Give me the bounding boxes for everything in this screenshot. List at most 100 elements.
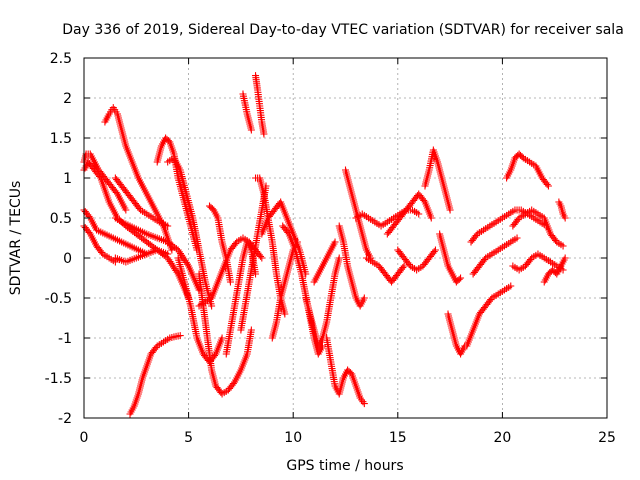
y-tick-label: 1 [63, 171, 72, 187]
chart-title: Day 336 of 2019, Sidereal Day-to-day VTE… [62, 22, 624, 38]
series-arc-20 [252, 174, 289, 318]
y-tick-label: 0 [63, 251, 72, 267]
y-tick-label: 2 [63, 91, 72, 107]
data-point [182, 258, 190, 266]
data-point [247, 326, 255, 334]
data-point [335, 254, 343, 262]
x-tick-label: 10 [284, 430, 302, 446]
data-point [98, 248, 106, 256]
series-arc-01 [80, 150, 130, 214]
data-point [208, 302, 216, 310]
data-point [281, 310, 289, 318]
data-point [446, 206, 454, 214]
data-point [112, 188, 120, 196]
data-point [179, 253, 187, 261]
series-arc-09 [126, 332, 184, 418]
x-axis-label: GPS time / hours [286, 458, 403, 474]
series-arc-34 [421, 146, 454, 214]
series-arc-25 [310, 238, 339, 286]
data-point [472, 232, 480, 240]
data-point [487, 296, 495, 304]
data-point [559, 242, 567, 250]
data-point [427, 214, 435, 222]
series-arc-36 [444, 310, 469, 358]
data-point [176, 250, 184, 258]
series-arc-13 [195, 270, 255, 398]
data-point [181, 257, 189, 265]
data-point [252, 270, 260, 278]
data-point [183, 260, 191, 268]
series-arc-11 [164, 154, 216, 310]
data-point [247, 126, 255, 134]
data-point [507, 282, 515, 290]
y-tick-label: -1.5 [45, 371, 72, 387]
x-tick-label: 25 [598, 430, 616, 446]
y-tick-labels: -2 -1.5 -1 -0.5 0 0.5 1 1.5 2 2.5 [45, 51, 72, 427]
data-point [260, 130, 268, 138]
series-arc-33 [394, 246, 439, 274]
data-point [176, 332, 184, 340]
data-point [164, 250, 172, 258]
data-point [526, 256, 534, 264]
y-axis-label: SDTVAR / TECUs [8, 181, 24, 296]
series-arc-32 [383, 190, 435, 238]
data-point [457, 274, 465, 282]
data-point [164, 222, 172, 230]
data-point [165, 256, 173, 264]
series-arc-17 [237, 182, 270, 334]
series-arc-19 [252, 72, 268, 138]
series-arc-15 [206, 202, 234, 286]
data-point [544, 182, 552, 190]
data-point [415, 210, 423, 218]
data-point [480, 256, 488, 264]
data-point [561, 214, 569, 222]
data-point [430, 248, 438, 256]
data-point [167, 259, 175, 267]
series-arc-41 [509, 206, 567, 250]
series-arc-06 [111, 174, 172, 230]
y-tick-label: 0.5 [50, 211, 72, 227]
y-tick-label: -1 [58, 331, 72, 347]
plot-frame [83, 57, 608, 419]
x-tick-label: 0 [80, 430, 89, 446]
data-point [360, 400, 368, 408]
data-point [122, 206, 130, 214]
data-point [543, 180, 551, 188]
data-point [85, 228, 93, 236]
data-point [168, 261, 176, 269]
data-point [514, 216, 522, 224]
series-arc-24 [302, 254, 343, 350]
series-arc-37 [463, 282, 515, 350]
y-tick-label: 2.5 [50, 51, 72, 67]
data-point [360, 294, 368, 302]
data-point [258, 254, 266, 262]
y-tick-label: 1.5 [50, 131, 72, 147]
data-point [420, 196, 428, 204]
series-arc-02 [80, 158, 193, 302]
tick-layer [83, 57, 608, 419]
data-point [95, 172, 103, 180]
data-point [85, 212, 93, 220]
data-point [169, 263, 177, 271]
series-arc-18 [239, 90, 255, 134]
data-point [166, 258, 174, 266]
series-arc-05 [101, 104, 176, 254]
data-point [431, 246, 439, 254]
series-arc-27 [335, 222, 368, 310]
series-arc-40 [503, 150, 552, 190]
data-point [257, 252, 265, 260]
data-point [174, 246, 182, 254]
x-tick-label: 20 [493, 430, 511, 446]
data-point [229, 380, 237, 388]
data-point [552, 236, 560, 244]
data-point [218, 334, 226, 342]
data-point [175, 248, 183, 256]
series-arc-35 [436, 230, 465, 286]
x-tick-labels: 0 5 10 15 20 25 [80, 430, 616, 446]
data-point [284, 228, 292, 236]
series-arc-31 [362, 254, 408, 286]
data-points-layer [80, 72, 569, 418]
y-tick-label: -2 [58, 411, 72, 427]
